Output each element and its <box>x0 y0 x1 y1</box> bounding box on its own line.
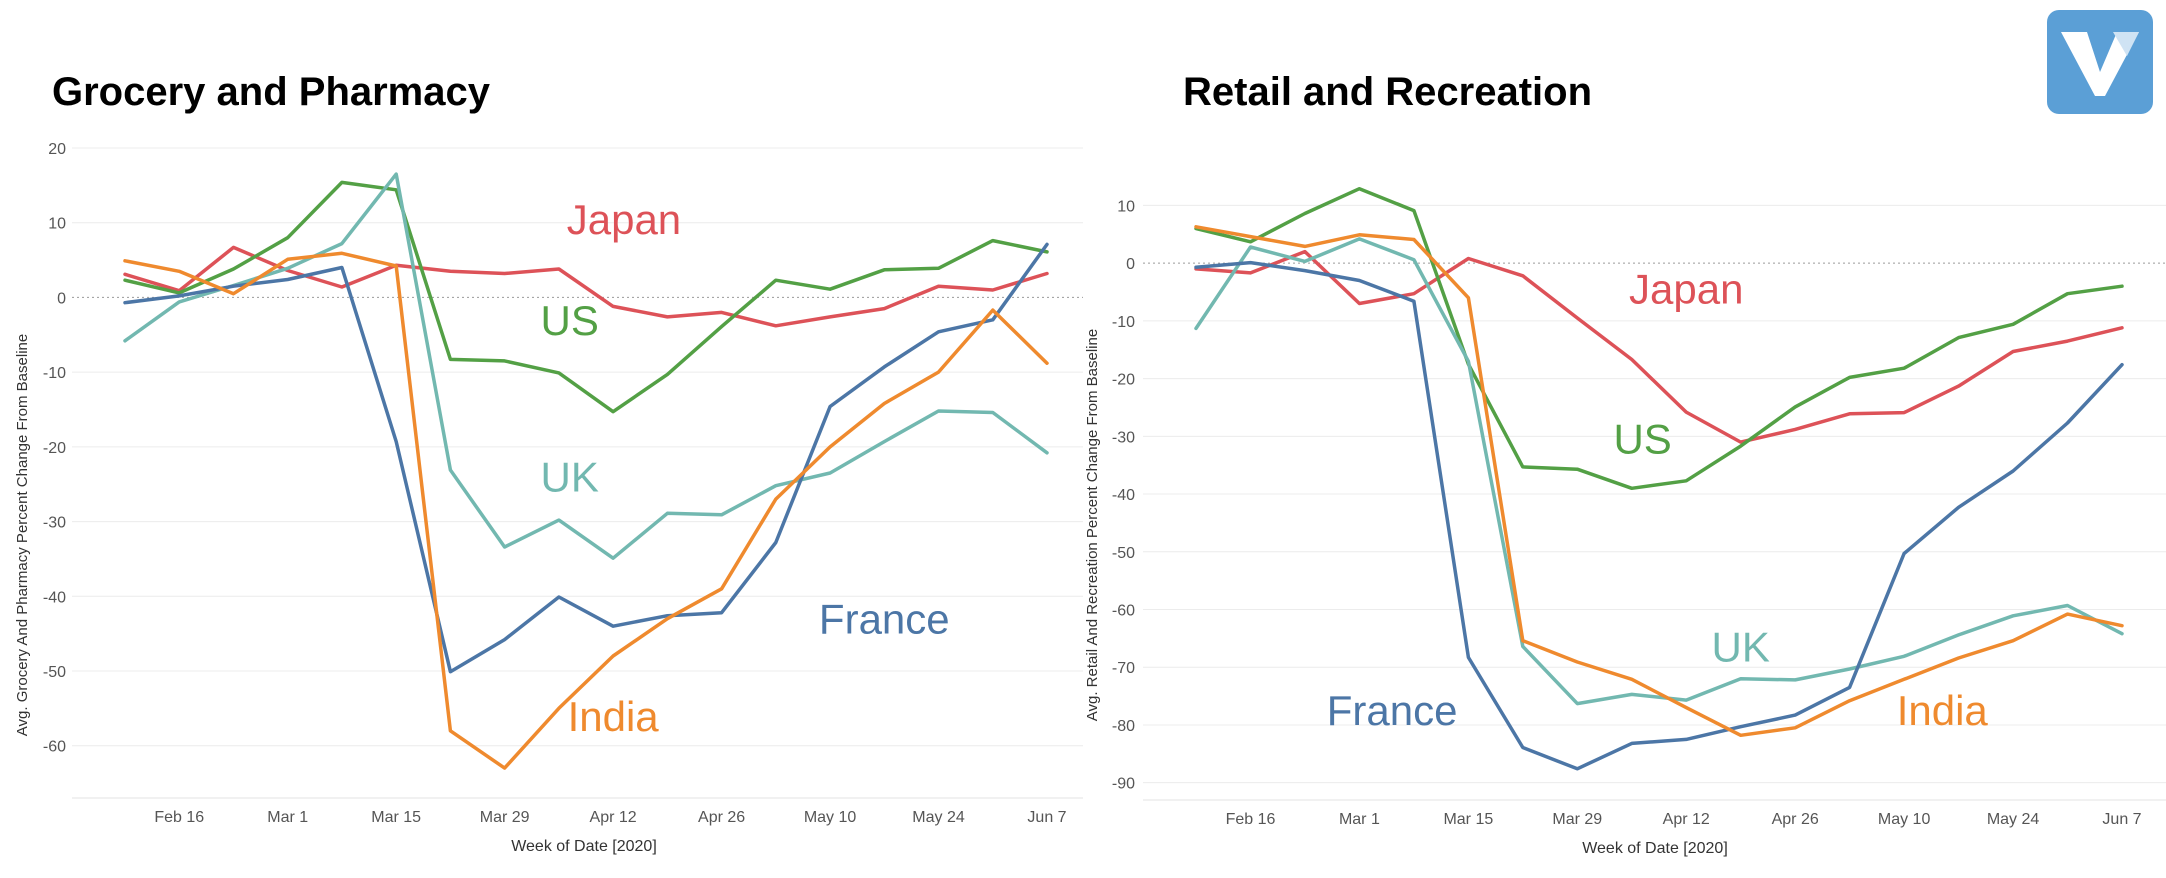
x-tick-label: May 10 <box>804 809 857 826</box>
series-line-uk-grocery <box>123 172 1049 560</box>
x-tick-label: Apr 12 <box>590 809 637 826</box>
series-line-france-grocery <box>123 242 1049 674</box>
y-tick-label: 0 <box>57 290 66 307</box>
series-label-japan-grocery: Japan <box>567 196 681 243</box>
y-tick-label: -50 <box>1112 545 1135 562</box>
x-tick-label: May 10 <box>1878 811 1931 828</box>
y-tick-label: -40 <box>43 589 66 606</box>
y-axis-title: Avg. Grocery And Pharmacy Percent Change… <box>14 334 31 736</box>
x-tick-label: May 24 <box>912 809 965 826</box>
x-tick-label: Apr 12 <box>1663 811 1710 828</box>
x-tick-label: Mar 1 <box>267 809 308 826</box>
y-tick-label: -10 <box>1112 314 1135 331</box>
y-tick-label: -80 <box>1112 718 1135 735</box>
series-label-uk-grocery: UK <box>541 454 599 501</box>
v-logo-glyph <box>2061 32 2139 96</box>
x-tick-label: Feb 16 <box>154 809 204 826</box>
series-label-us-retail: US <box>1613 416 1671 463</box>
v-logo-icon <box>2047 10 2153 114</box>
series-line-france-retail <box>1194 260 2124 771</box>
x-tick-label: Jun 7 <box>2102 811 2141 828</box>
x-tick-label: Feb 16 <box>1226 811 1276 828</box>
y-tick-label: -10 <box>43 365 66 382</box>
x-tick-label: Apr 26 <box>698 809 745 826</box>
x-tick-label: Apr 26 <box>1772 811 1819 828</box>
x-axis-title: Week of Date [2020] <box>511 838 657 855</box>
y-tick-label: -70 <box>1112 660 1135 677</box>
y-tick-label: -60 <box>43 739 66 756</box>
series-label-france-retail: France <box>1327 687 1458 734</box>
y-tick-label: 20 <box>48 141 66 158</box>
y-tick-label: -30 <box>43 515 66 532</box>
y-tick-label: -40 <box>1112 487 1135 504</box>
x-tick-label: Mar 15 <box>1443 811 1493 828</box>
series-label-uk-retail: UK <box>1712 623 1770 670</box>
series-line-india-grocery <box>123 251 1049 770</box>
x-tick-label: May 24 <box>1987 811 2040 828</box>
series-line-us-grocery <box>123 180 1049 414</box>
y-tick-label: -30 <box>1112 429 1135 446</box>
series-line-uk-retail <box>1194 237 2124 706</box>
x-tick-label: Mar 1 <box>1339 811 1380 828</box>
x-tick-label: Jun 7 <box>1027 809 1066 826</box>
x-axis-title: Week of Date [2020] <box>1582 840 1728 857</box>
series-label-japan-retail: Japan <box>1629 266 1743 313</box>
series-line-us-retail <box>1194 186 2124 491</box>
y-tick-label: 10 <box>1117 198 1135 215</box>
series-line-india-retail <box>1194 225 2124 738</box>
y-tick-label: -20 <box>43 440 66 457</box>
x-tick-label: Mar 29 <box>480 809 530 826</box>
y-tick-label: -90 <box>1112 776 1135 793</box>
y-tick-label: -20 <box>1112 372 1135 389</box>
x-tick-label: Mar 29 <box>1552 811 1602 828</box>
series-label-us-grocery: US <box>541 297 599 344</box>
y-tick-label: 0 <box>1126 256 1135 273</box>
x-tick-label: Mar 15 <box>371 809 421 826</box>
y-tick-label: -50 <box>43 664 66 681</box>
series-label-india-grocery: India <box>568 693 660 740</box>
y-tick-label: 10 <box>48 216 66 233</box>
series-line-japan-retail <box>1194 249 2124 444</box>
chart-title-grocery-pharmacy: Grocery and Pharmacy <box>52 70 490 114</box>
chart-title-retail-recreation: Retail and Recreation <box>1183 70 1593 114</box>
series-label-india-retail: India <box>1897 687 1989 734</box>
y-tick-label: -60 <box>1112 603 1135 620</box>
y-axis-title: Avg. Retail And Recreation Percent Chang… <box>1084 329 1101 721</box>
series-label-france-grocery: France <box>819 596 950 643</box>
